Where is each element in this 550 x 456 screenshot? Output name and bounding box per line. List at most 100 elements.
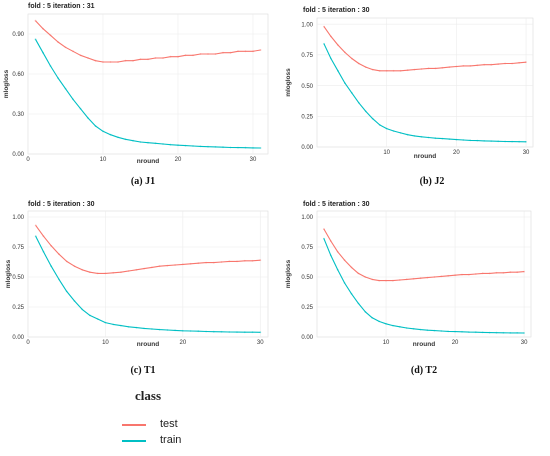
data-point-train [79,107,82,110]
y-tick-label: 0.00 [12,152,24,158]
data-point-test [392,279,394,282]
chart-caption-a: (a) J1 [130,176,156,187]
data-point-test [117,61,119,63]
data-point-train [412,327,415,330]
data-point-test [461,273,463,276]
data-point-train [199,145,202,148]
data-point-train [109,133,112,136]
legend-swatch-train [122,440,146,442]
data-point-train [162,143,164,145]
data-point-train [357,302,360,305]
data-point-test [229,51,232,54]
x-tick-label: 20 [453,150,460,156]
x-tick-label: 20 [452,340,459,346]
data-point-test [455,65,458,68]
data-point-test [364,66,367,68]
data-point-train [468,331,470,333]
data-point-test [65,260,68,263]
data-point-train [154,142,157,145]
data-point-train [448,138,451,141]
data-point-test [64,46,67,49]
data-point-train [406,133,409,136]
y-tick-label: 0.50 [301,275,313,281]
data-point-test [174,264,177,266]
data-point-test [426,276,429,279]
series-line-test [35,225,261,274]
data-point-test [427,67,430,70]
data-point-train [378,320,380,323]
data-point-test [474,273,477,275]
data-point-test [350,57,353,60]
data-point-test [518,61,520,64]
x-tick-label: 10 [383,150,390,156]
y-tick-label: 0.50 [12,275,24,281]
data-point-test [147,58,149,61]
data-point-test [89,271,91,274]
data-point-train [323,237,325,240]
data-point-test [81,268,84,271]
data-point-train [434,137,437,140]
data-point-test [357,62,360,65]
data-point-test [228,260,231,263]
data-point-test [406,69,409,72]
data-point-test [490,63,493,66]
data-point-test [385,69,388,72]
chart-caption-b: (b) J2 [419,176,445,187]
x-tick-label: 30 [250,157,257,163]
data-point-train [192,145,194,147]
y-axis-label: mlogloss [285,259,292,288]
y-tick-label: 1.00 [12,215,24,221]
chart-caption-d: (d) T2 [410,365,438,376]
y-tick-label: 1.00 [301,215,313,221]
y-axis-label: mlogloss [3,69,10,98]
chart-title-d: fold : 5 iteration : 30 [303,201,370,208]
data-point-test [199,53,202,55]
data-point-train [117,136,119,139]
series-line-train [323,43,527,143]
data-point-train [323,42,325,45]
data-point-test [243,259,246,262]
data-point-train [189,330,192,332]
data-point-test [509,271,512,274]
chart-svg-c: 0.00 0.25 0.50 0.75 1.00 0 10 20 30 nround mloglos… [5,210,269,348]
data-point-test [34,224,37,227]
data-point-test [483,63,486,66]
data-point-train [212,330,215,333]
y-tick-label: 0.25 [12,305,24,311]
y-tick-label: 0.00 [301,145,313,151]
data-point-test [79,54,82,57]
data-point-train [143,327,146,330]
data-point-test [135,268,138,271]
data-point-test [488,272,491,275]
data-point-test [109,61,112,63]
data-point-train [87,117,89,119]
data-point-test [516,271,519,274]
data-point-train [220,330,223,333]
data-point-train [336,268,339,271]
data-point-train [405,327,408,329]
data-point-test [344,51,346,54]
data-point-test [371,278,374,281]
y-tick-label: 0.25 [301,114,313,120]
data-point-train [139,141,142,143]
data-point-train [329,254,332,257]
data-point-test [329,240,332,242]
chart-title-c: fold : 5 iteration : 30 [28,201,95,208]
series-line-test [35,20,261,63]
data-point-test [132,59,134,62]
chart-title-a: fold : 5 iteration : 31 [28,3,95,10]
data-point-train [523,332,525,334]
data-point-test [378,279,380,282]
data-point-test [143,267,146,270]
chart-panel-c: fold : 5 iteration : 30 0.00 0.25 0.50 0.75… [0,197,275,382]
data-point-train [497,140,500,143]
data-point-train [58,278,60,281]
data-point-test [112,271,115,274]
data-point-test [462,65,465,67]
data-point-train [392,324,394,327]
series-line-test [323,26,527,72]
data-point-train [127,325,130,328]
chart-panel-d: fold : 5 iteration : 30 0.00 0.25 0.50 0.75… [275,197,550,382]
data-point-train [181,329,184,332]
data-point-test [419,277,422,280]
